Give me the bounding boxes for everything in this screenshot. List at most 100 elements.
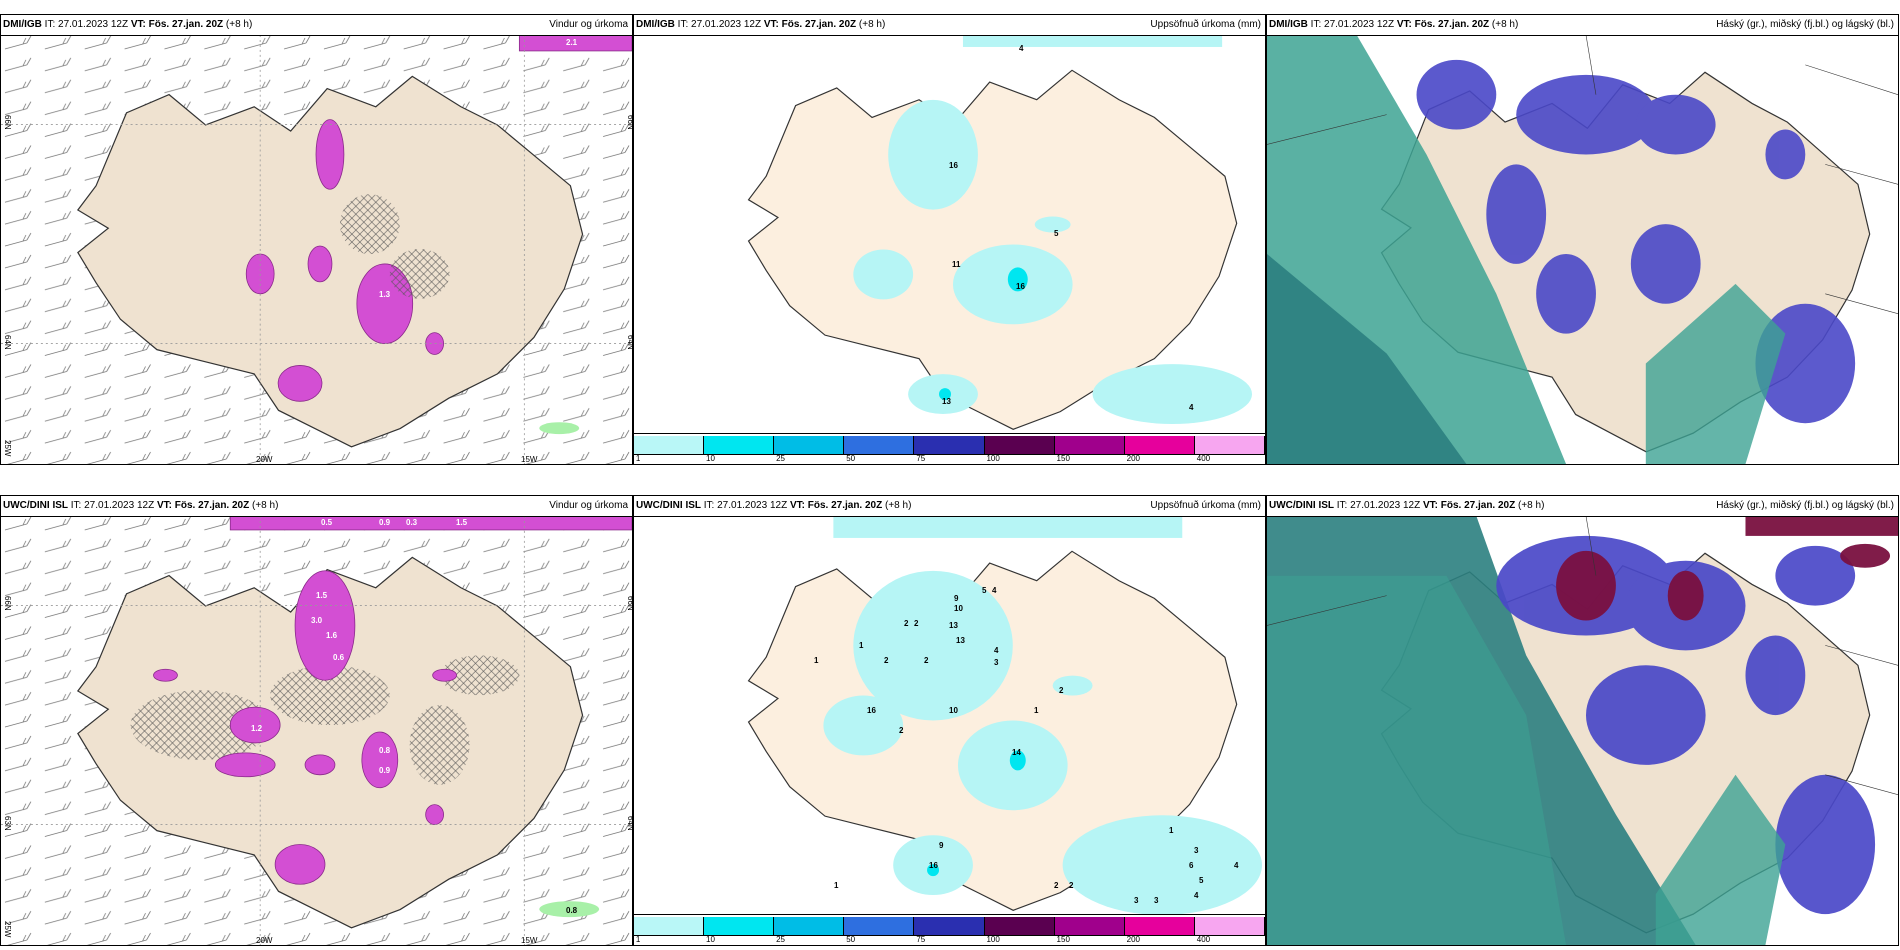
scale-swatch [844, 917, 915, 935]
panel-title: Vindur og úrkoma [549, 19, 628, 30]
value-label: 1.5 [456, 518, 468, 527]
value-label: 16 [867, 706, 876, 715]
precip-color-scale: 1 10 25 50 75 100 150 200 400 [634, 433, 1265, 464]
wind-map [1, 35, 632, 464]
scale-tick-label: 50 [846, 935, 856, 944]
model-name: UWC/DINI ISL [3, 500, 68, 511]
value-label: 2.1 [566, 38, 578, 47]
value-label: 4 [1019, 44, 1024, 53]
panel-header: DMI/IGB IT: 27.01.2023 12Z VT: Fös. 27.j… [1, 15, 632, 36]
it-value: 27.01.2023 12Z [691, 19, 762, 30]
it-value: 27.01.2023 12Z [717, 500, 788, 511]
scale-tick-label: 1 [635, 454, 641, 463]
it-label: IT: [677, 19, 689, 30]
lead-time: (+8 h) [252, 500, 279, 511]
it-label: IT: [1336, 500, 1348, 511]
cloud-map [1267, 516, 1898, 945]
value-label: 11 [952, 260, 961, 269]
map-area[interactable] [1267, 516, 1898, 945]
panel-bottom-cloud: UWC/DINI ISL IT: 27.01.2023 12Z VT: Fös.… [1266, 495, 1899, 946]
scale-swatch [984, 436, 1055, 454]
scale-swatch [704, 917, 775, 935]
scale-swatch [774, 917, 845, 935]
map-area[interactable]: 0.8 0.5 0.9 0.3 1.5 1.5 3.0 1.6 0.6 1.2 … [1, 516, 632, 945]
scale-tick-label: 1 [635, 935, 641, 944]
value-label: 0.3 [406, 518, 418, 527]
value-label: 9 [954, 594, 959, 603]
value-label: 5 [1199, 876, 1204, 885]
vt-value: Fös. 27.jan. 20Z [174, 500, 250, 511]
value-label: 1.2 [251, 724, 263, 733]
value-label: 2 [899, 726, 904, 735]
value-label: 1.5 [316, 591, 328, 600]
lead-time: (+8 h) [1491, 19, 1519, 30]
scale-tick-label: 75 [916, 935, 926, 944]
scale-tick-label: 150 [1056, 454, 1070, 463]
vt-label: VT: [1396, 19, 1412, 30]
value-label: 4 [994, 646, 999, 655]
panel-top-precip: DMI/IGB IT: 27.01.2023 12Z VT: Fös. 27.j… [633, 14, 1266, 465]
model-name: DMI/IGB [3, 19, 42, 30]
value-label: 10 [954, 604, 963, 613]
model-name: DMI/IGB [636, 19, 675, 30]
value-label: 1 [1169, 826, 1174, 835]
scale-swatch [1124, 436, 1195, 454]
vt-value: Fös. 27.jan. 20Z [1414, 19, 1490, 30]
value-label: 16 [949, 161, 958, 170]
vt-label: VT: [1422, 500, 1438, 511]
wind-map [1, 516, 632, 945]
scale-swatch [914, 917, 985, 935]
lead-time: (+8 h) [885, 500, 912, 511]
model-name: UWC/DINI ISL [1269, 500, 1334, 511]
map-area[interactable]: 5 4 9 10 13 13 4 3 2 2 1 1 2 2 16 10 2 1… [634, 516, 1265, 915]
map-area[interactable]: 4 16 11 16 5 13 4 [634, 35, 1265, 434]
scale-swatch [704, 436, 775, 454]
scale-tick-label: 75 [916, 454, 926, 463]
map-area[interactable] [1267, 35, 1898, 464]
lon-label: 15W [521, 455, 538, 464]
value-label: 13 [942, 397, 951, 406]
lon-label: 15W [521, 936, 538, 945]
vt-label: VT: [763, 19, 779, 30]
lon-label: 20W [256, 936, 273, 945]
value-label: 0.8 [566, 906, 578, 915]
value-label: 4 [1234, 861, 1239, 870]
lon-label: 20W [256, 455, 273, 464]
scale-tick-label: 10 [706, 454, 715, 463]
vt-label: VT: [130, 19, 146, 30]
value-label: 16 [1016, 282, 1025, 291]
lat-label: 64N [626, 335, 633, 350]
value-label: 3.0 [311, 616, 323, 625]
panel-header: UWC/DINI ISL IT: 27.01.2023 12Z VT: Fös.… [634, 496, 1265, 517]
scale-swatch [1124, 917, 1195, 935]
value-label: 3 [994, 658, 999, 667]
precip-map [747, 35, 1253, 430]
model-name: UWC/DINI ISL [636, 500, 701, 511]
scale-tick-label: 50 [846, 454, 856, 463]
value-label: 5 [982, 586, 987, 595]
panel-header: DMI/IGB IT: 27.01.2023 12Z VT: Fös. 27.j… [1267, 15, 1898, 36]
scale-tick-label: 400 [1196, 935, 1211, 944]
panel-top-wind: DMI/IGB IT: 27.01.2023 12Z VT: Fös. 27.j… [0, 14, 633, 465]
it-label: IT: [1310, 19, 1322, 30]
scale-tick-label: 100 [986, 935, 1000, 944]
scale-swatch [1194, 436, 1265, 454]
scale-tick-label: 10 [706, 935, 715, 944]
value-label: 1 [859, 641, 864, 650]
value-label: 14 [1012, 748, 1021, 757]
scale-tick-label: 200 [1126, 935, 1141, 944]
value-label: 2 [1069, 881, 1074, 890]
value-label: 1.6 [326, 631, 338, 640]
value-label: 9 [939, 841, 944, 850]
value-label: 6 [1189, 861, 1194, 870]
map-area[interactable]: 2.1 1.3 20W 15W 66N 64N 25W 66N 64N [1, 35, 632, 464]
lead-time: (+8 h) [858, 19, 886, 30]
value-label: 4 [1189, 403, 1194, 412]
value-label: 2 [914, 619, 919, 628]
value-label: 2 [884, 656, 889, 665]
lon-label: 25W [3, 921, 12, 938]
panel-title: Uppsöfnuð úrkoma (mm) [1150, 500, 1261, 511]
panel-header: UWC/DINI ISL IT: 27.01.2023 12Z VT: Fös.… [1, 496, 632, 517]
value-label: 3 [1154, 896, 1159, 905]
scale-swatch [984, 917, 1055, 935]
